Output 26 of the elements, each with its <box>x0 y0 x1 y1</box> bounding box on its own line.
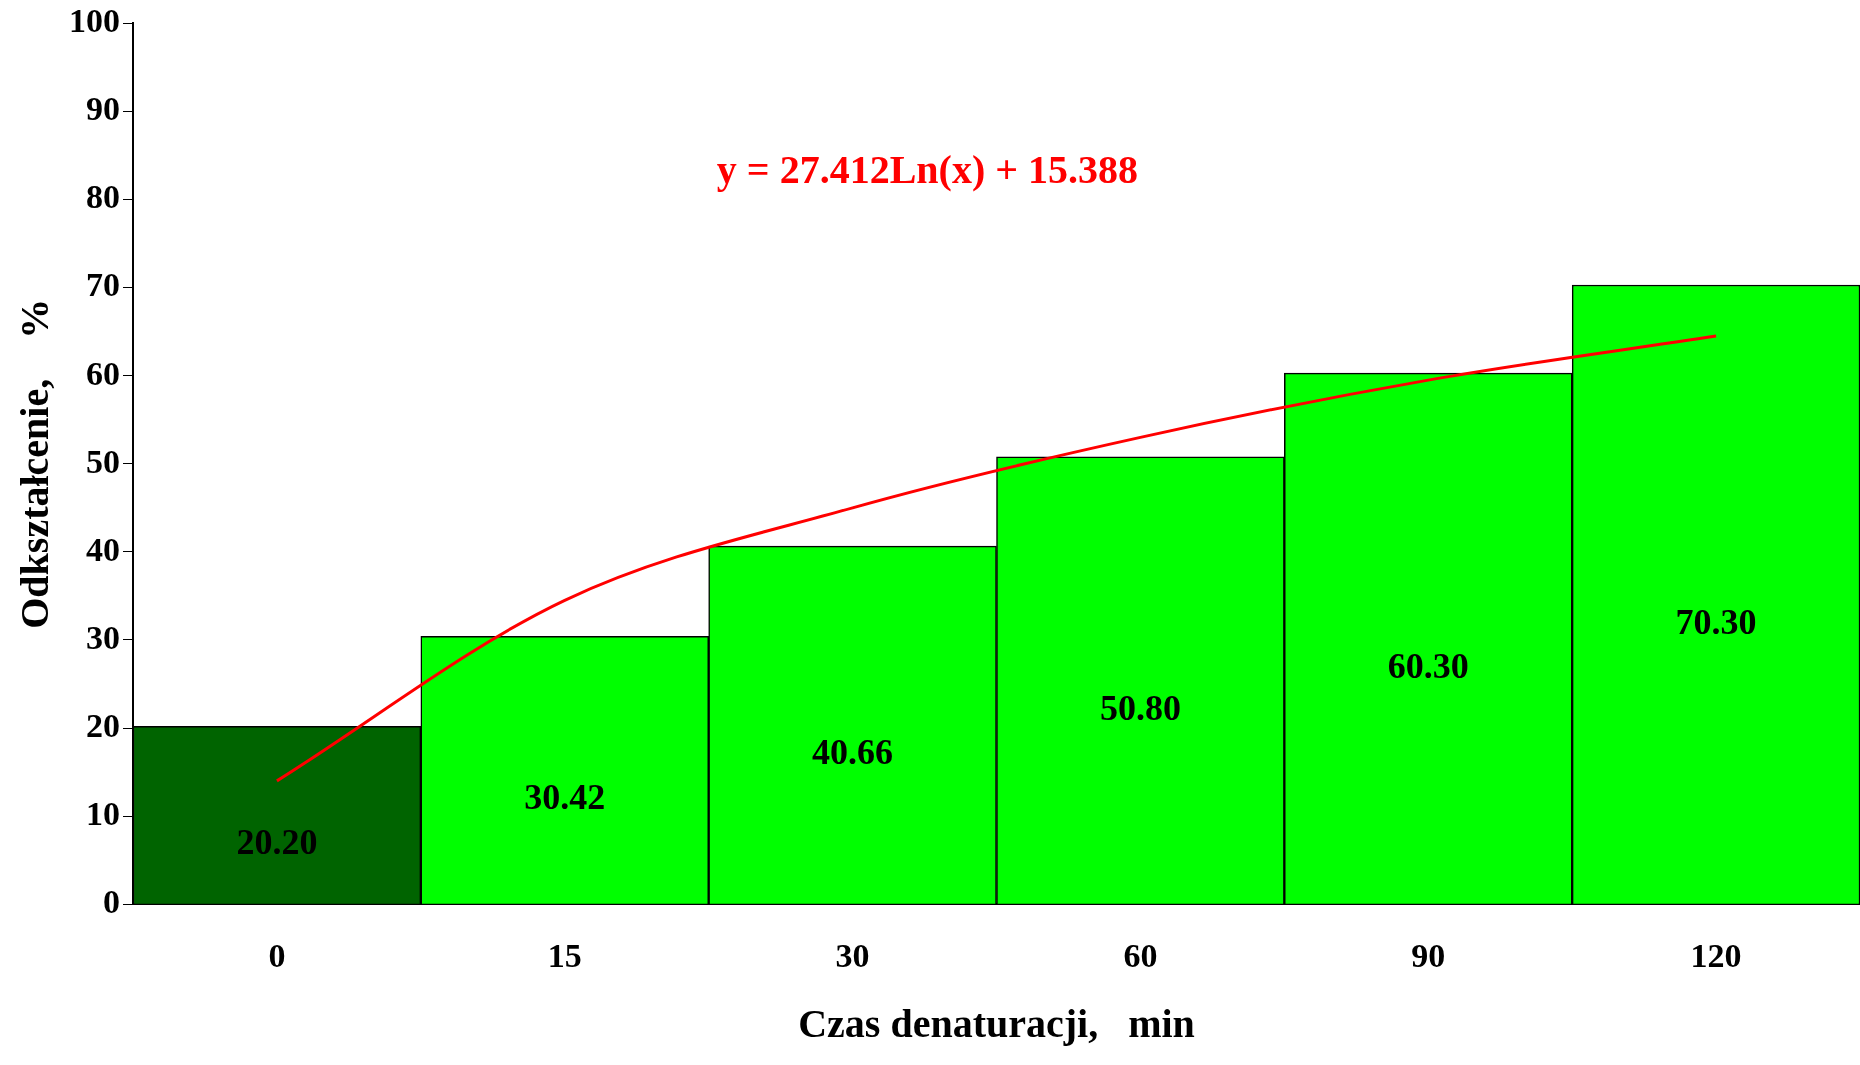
y-axis-title: Odkształcenie, % <box>12 298 58 629</box>
x-tick-label: 90 <box>1411 937 1446 975</box>
y-tick-label: 30 <box>86 618 120 656</box>
data-label: 50.80 <box>1099 687 1181 728</box>
x-tick-label: 15 <box>547 937 582 975</box>
y-tick-label: 50 <box>86 442 120 480</box>
y-tick-label: 100 <box>69 2 120 40</box>
data-label: 70.30 <box>1675 601 1757 642</box>
y-tick-label: 60 <box>86 354 120 392</box>
y-tick-label: 80 <box>86 178 120 216</box>
y-tick-label: 90 <box>86 90 120 128</box>
x-tick-label: 120 <box>1690 937 1742 975</box>
data-label: 20.20 <box>236 822 318 863</box>
x-tick-label: 0 <box>268 937 286 975</box>
data-label: 40.66 <box>812 732 894 773</box>
x-tick-label: 60 <box>1123 937 1158 975</box>
y-tick-label: 70 <box>86 266 120 304</box>
x-axis-title: Czas denaturacji, min <box>798 1001 1195 1047</box>
y-tick-label: 10 <box>86 794 120 832</box>
data-label: 60.30 <box>1387 645 1469 686</box>
y-tick-label: 0 <box>103 882 120 920</box>
y-tick-label: 40 <box>86 530 120 568</box>
annotation: y = 27.412Ln(x) + 15.388 <box>716 147 1138 193</box>
data-label: 30.42 <box>524 777 606 818</box>
y-tick-label: 20 <box>86 706 120 744</box>
x-tick-label: 30 <box>835 937 870 975</box>
